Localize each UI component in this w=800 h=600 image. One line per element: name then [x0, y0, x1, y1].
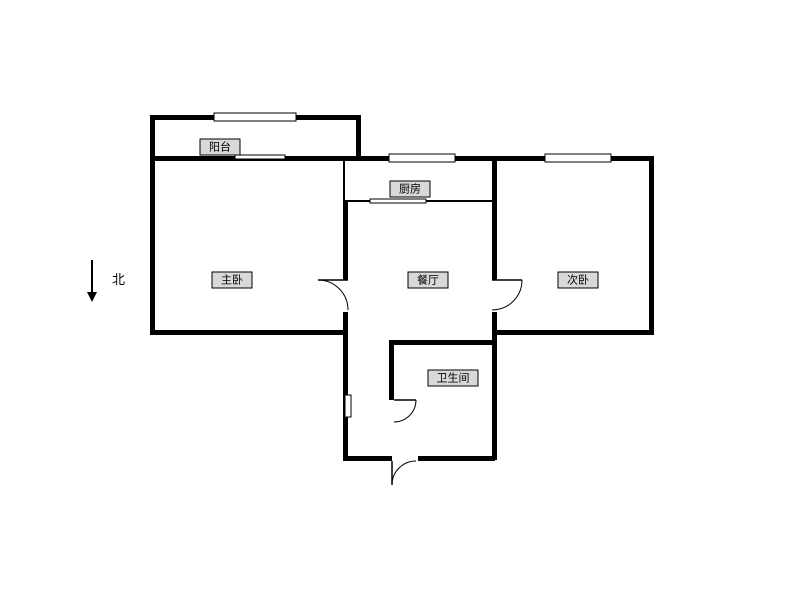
wall-segment [150, 115, 155, 160]
compass-label: 北 [112, 272, 125, 287]
room-label-balcony: 阳台 [209, 140, 231, 154]
room-label-second: 次卧 [567, 273, 589, 287]
room-label-bath: 卫生间 [437, 371, 470, 385]
wall-opening [392, 456, 418, 461]
wall-segment [492, 330, 654, 335]
wall-segment [150, 156, 155, 334]
floor-plan: 阳台厨房主卧 餐厅 次卧卫生间 北 [0, 0, 800, 600]
room-label-kitchen: 厨房 [399, 183, 421, 196]
labels-layer: 阳台厨房主卧 餐厅 次卧卫生间 [200, 139, 598, 386]
wall-segment [649, 156, 654, 334]
windows-layer [214, 113, 611, 417]
door-arc [394, 400, 416, 422]
wall-segment [343, 156, 345, 202]
wall-opening [343, 280, 348, 312]
wall-segment [389, 340, 394, 410]
wall-segment [492, 330, 497, 460]
wall-segment [343, 200, 348, 334]
wall-segment [389, 340, 495, 345]
wall-opening [389, 400, 394, 424]
window-frame [345, 395, 351, 417]
wall-opening [492, 280, 497, 312]
compass-arrow-head [87, 292, 97, 302]
window-frame [545, 154, 611, 162]
door-arc [392, 461, 416, 485]
wall-segment [343, 456, 495, 461]
room-label-dining: 餐厅 [417, 273, 439, 287]
window-frame [389, 154, 455, 162]
compass: 北 [87, 260, 125, 302]
window-frame [214, 113, 296, 121]
wall-segment [356, 115, 361, 160]
doors-layer [318, 280, 522, 485]
window-frame [235, 155, 285, 159]
window-frame [370, 199, 426, 203]
wall-segment [150, 330, 345, 335]
room-label-master: 主卧 [221, 274, 243, 287]
